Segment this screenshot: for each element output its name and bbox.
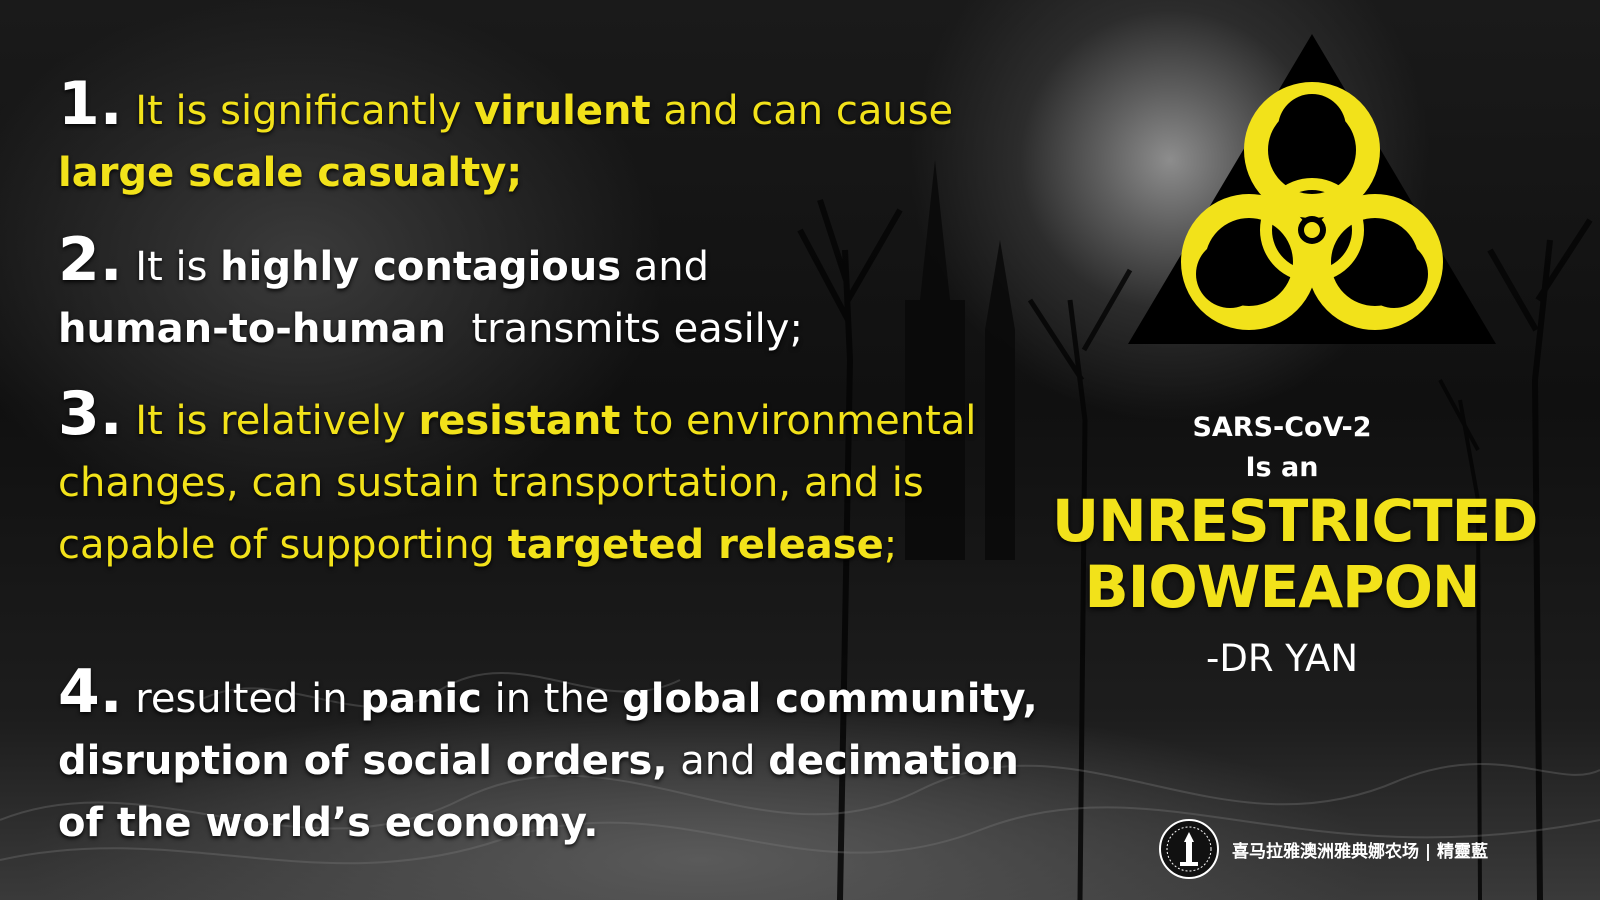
point-4-text: resulted in (135, 676, 361, 722)
headline-line-1: UNRESTRICTED (1052, 487, 1538, 555)
point-3-text: It is relatively (135, 398, 419, 444)
emblem-icon (1159, 819, 1219, 879)
point-1: 1. It is significantly virulent and can … (58, 73, 1038, 204)
point-4-emphasis: panic (360, 676, 482, 722)
point-4-emphasis: decimation of the world’s economy. (58, 738, 1019, 846)
point-2-text: and (621, 244, 710, 290)
point-2-text: transmits easily; (471, 306, 803, 352)
point-4-emphasis: global community, disruption of social o… (58, 676, 1038, 784)
point-3-text: ; (883, 522, 898, 568)
point-4: 4. resulted in panic in the global commu… (58, 661, 1048, 854)
attribution: -DR YAN (1205, 637, 1359, 680)
point-3-emphasis: targeted release (507, 522, 884, 568)
point-3-number: 3. (58, 379, 123, 449)
point-4-text: in the (481, 676, 623, 722)
point-1-text: and can cause (650, 88, 954, 134)
point-4-number: 4. (58, 657, 123, 727)
point-2-text: It is (135, 244, 221, 290)
point-1-number: 1. (58, 69, 123, 139)
point-3-emphasis: resistant (418, 398, 621, 444)
virus-name: SARS-CoV-2 (1192, 412, 1372, 443)
point-2-number: 2. (58, 225, 123, 295)
point-3-text: to environmental changes, can sustain tr… (58, 398, 977, 568)
footer-text: 喜马拉雅澳洲雅典娜农场 | 精靈藍 (1232, 841, 1489, 862)
point-4-text: and (667, 738, 769, 784)
biohazard-icon (1128, 34, 1496, 344)
point-2: 2. It is highly contagious and human-to-… (58, 229, 978, 360)
point-3: 3. It is relatively resistant to environ… (58, 383, 998, 576)
point-2-emphasis: human-to-human (58, 306, 447, 352)
footer-credit: 喜马拉雅澳洲雅典娜农场 | 精靈藍 (1158, 817, 1488, 881)
point-1-emphasis: virulent (474, 88, 651, 134)
headline-line-2: BIOWEAPON (1084, 553, 1481, 621)
point-1-text: It is significantly (135, 88, 475, 134)
claim-panel: SARS-CoV-2 Is an UNRESTRICTED BIOWEAPON … (1052, 408, 1538, 684)
point-2-emphasis: highly contagious (220, 244, 622, 290)
connector-text: Is an (1245, 452, 1319, 483)
point-1-emphasis: large scale casualty; (58, 150, 523, 196)
